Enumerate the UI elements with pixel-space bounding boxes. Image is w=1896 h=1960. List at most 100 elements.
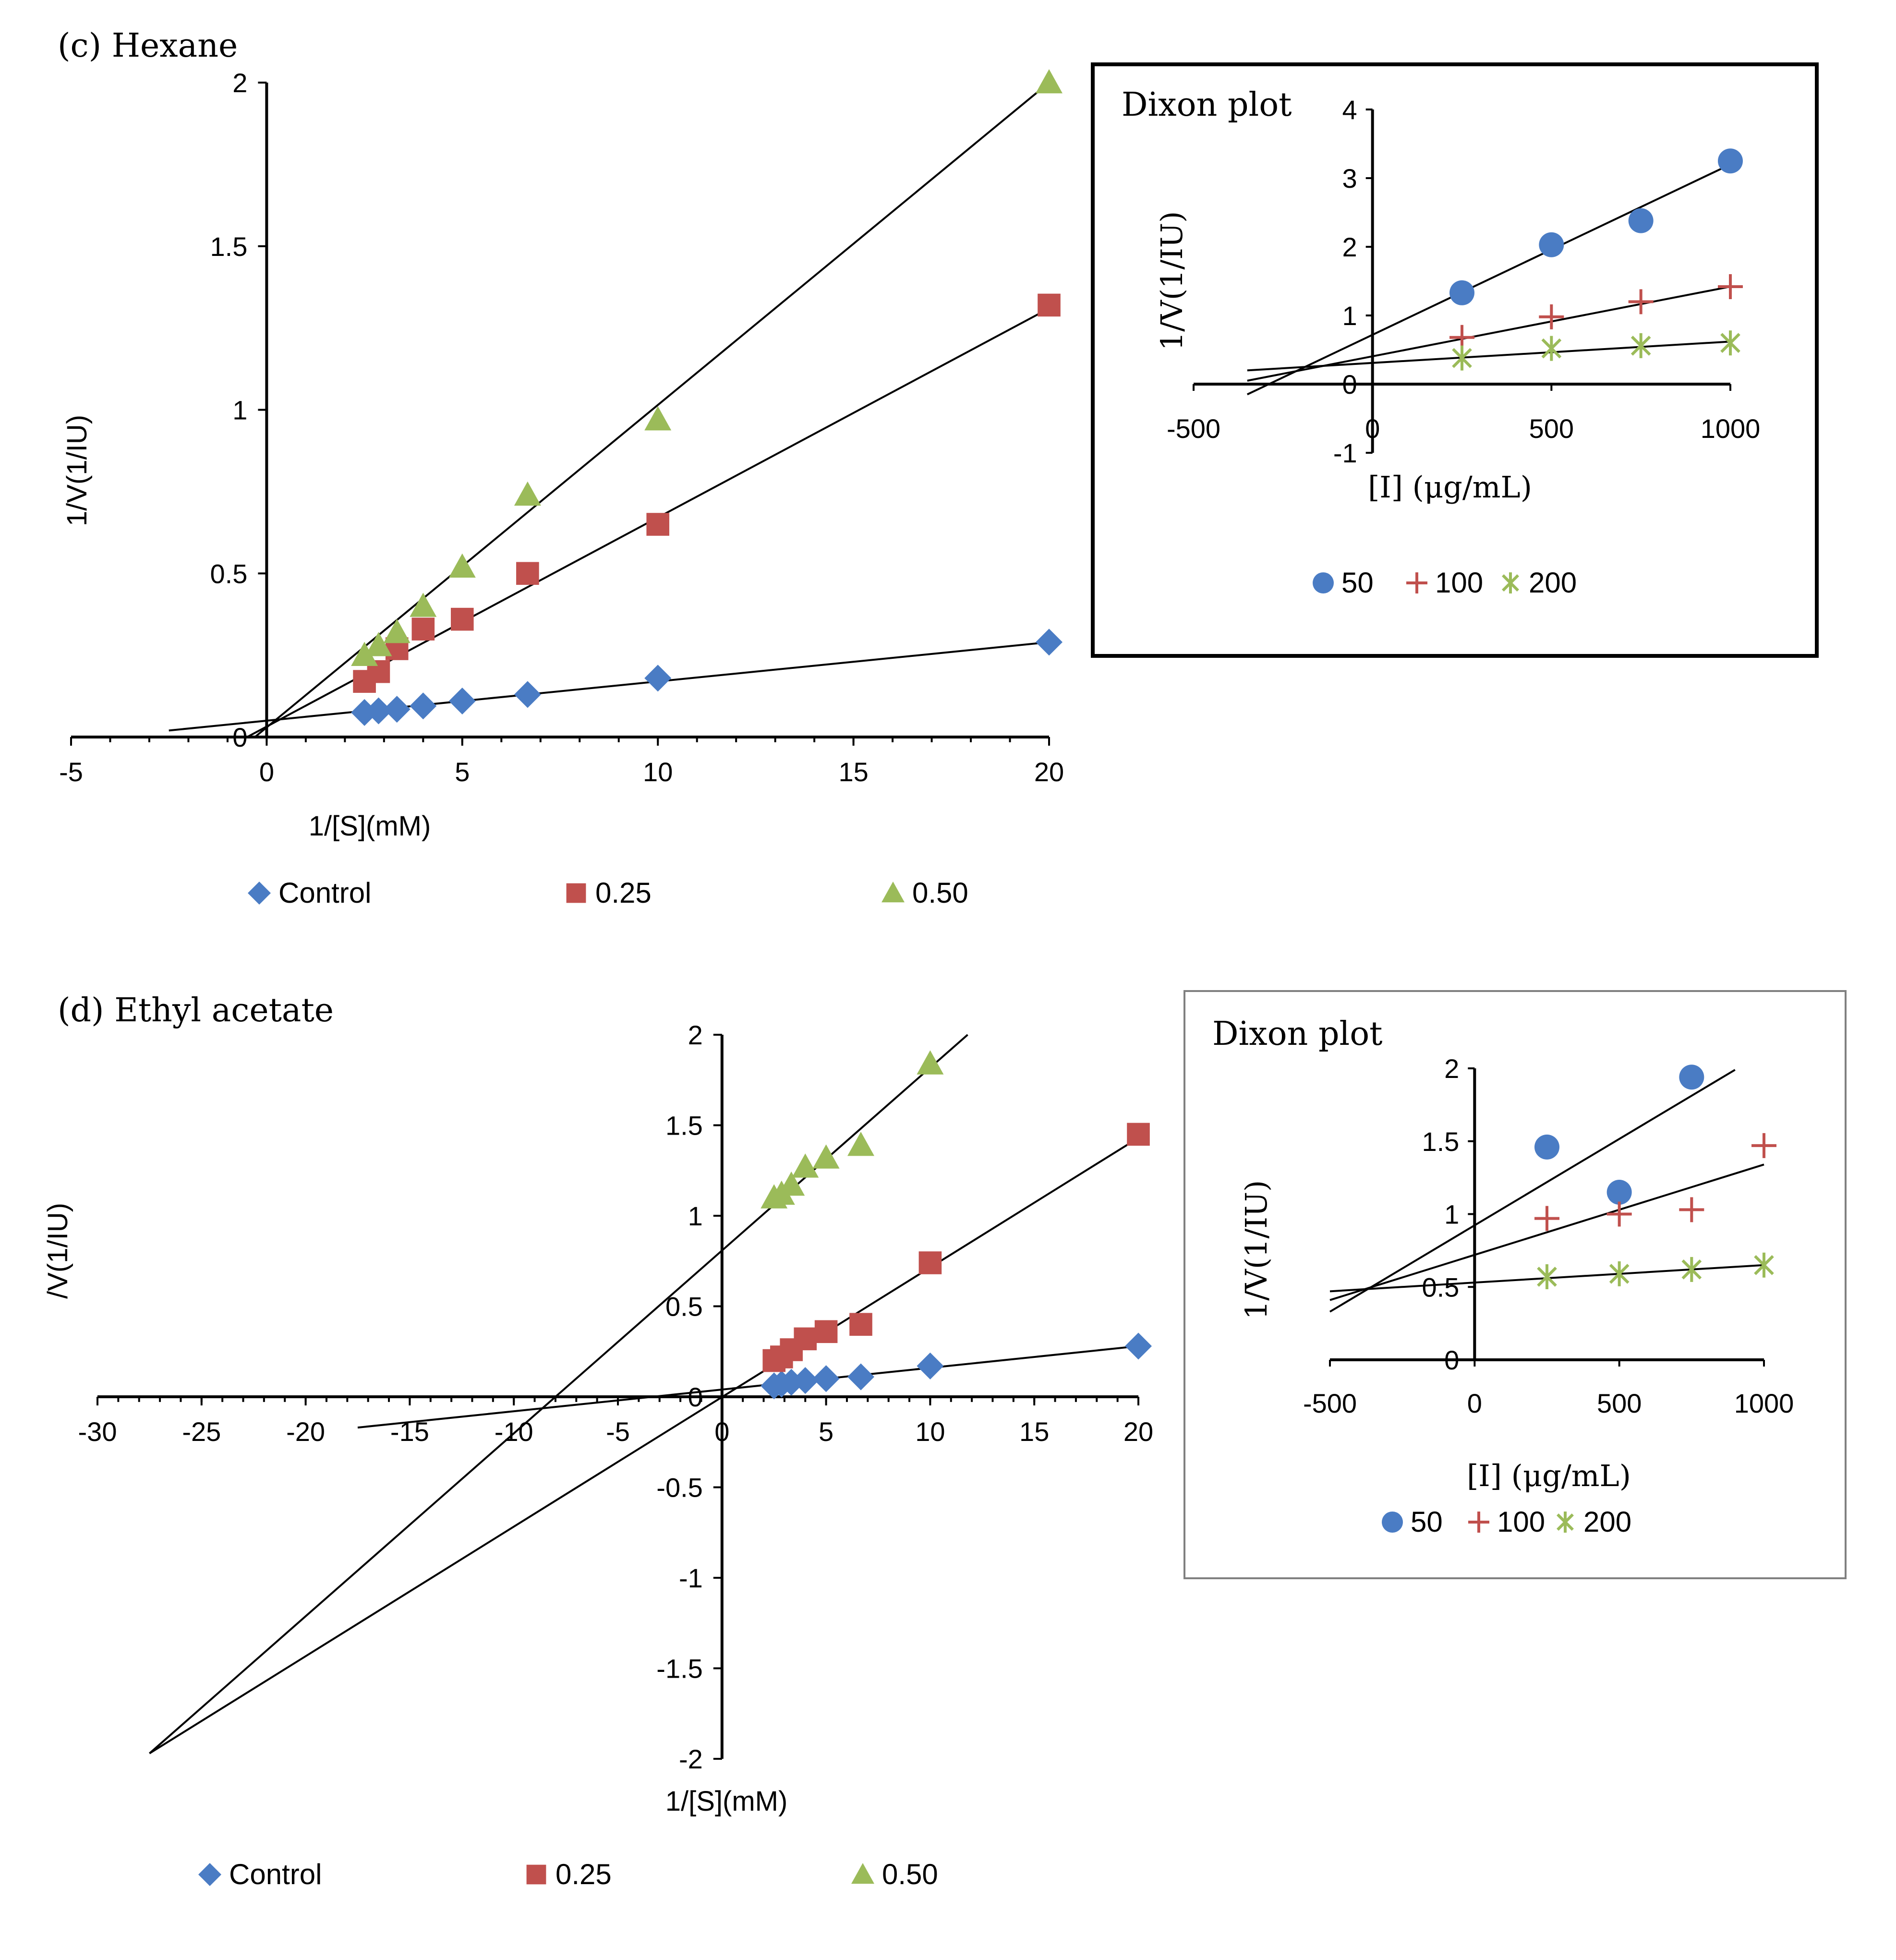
legend-marker-0-25 xyxy=(526,1864,546,1885)
point-50 xyxy=(1606,1179,1632,1205)
y-tick-label: 2 xyxy=(1444,1053,1459,1084)
point-0-50 xyxy=(514,481,541,506)
y-tick-label: -1.5 xyxy=(656,1654,703,1684)
point-50 xyxy=(1449,280,1474,305)
y-tick-label: 4 xyxy=(1342,95,1357,125)
x-tick-label: 0 xyxy=(1365,413,1380,444)
y-tick-label: 1 xyxy=(1444,1199,1459,1230)
point-0-25 xyxy=(516,562,539,585)
point-50 xyxy=(1628,208,1654,233)
fit-line-0-50 xyxy=(254,82,1050,738)
x-tick-label: 10 xyxy=(915,1416,945,1447)
point-50 xyxy=(1539,232,1564,257)
point-control xyxy=(410,692,437,720)
x-tick-label: 20 xyxy=(1034,757,1064,787)
x-axis-title-ethyl-acetate: 1/[S](mM) xyxy=(665,1786,788,1817)
x-tick-label: -10 xyxy=(495,1416,533,1447)
point-200 xyxy=(1681,1257,1702,1282)
point-0-50 xyxy=(351,641,378,666)
dixon-frame-ethyl-acetate xyxy=(1183,990,1847,1579)
y-tick-label: -1 xyxy=(679,1563,703,1593)
y-tick-label: 0 xyxy=(1342,369,1357,399)
legend-label: 100 xyxy=(1435,567,1483,599)
x-tick-label: -500 xyxy=(1167,413,1220,444)
x-axis-title-hexane: 1/[S](mM) xyxy=(309,811,431,842)
x-tick-label: 5 xyxy=(819,1416,833,1447)
legend-hexane-dixon: 50 100 200 xyxy=(1313,567,1577,599)
point-200 xyxy=(1452,345,1472,371)
x-tick-label: 5 xyxy=(455,757,470,787)
point-100 xyxy=(1534,1206,1559,1231)
y-tick-label: 0 xyxy=(688,1382,703,1412)
legend-ethyl-acetate: Control 0.25 0.50 xyxy=(198,1858,938,1890)
legend-ethyl-acetate-dixon: 50 100 200 xyxy=(1382,1506,1631,1538)
ethyl-acetate-dixon-chart: -500 0 500 1000 0 0.5 1 1.5 2 xyxy=(1303,1053,1794,1418)
legend-marker-control xyxy=(198,1863,221,1886)
point-50 xyxy=(1718,148,1743,174)
point-control xyxy=(448,688,476,715)
point-0-25 xyxy=(411,617,435,641)
dixon-frame-hexane xyxy=(1091,62,1819,658)
legend-label: 200 xyxy=(1583,1506,1631,1538)
legend-label: 0.25 xyxy=(595,877,652,909)
fit-line-200 xyxy=(1247,340,1731,372)
y-tick-label: 1.5 xyxy=(1422,1126,1459,1157)
point-100 xyxy=(1539,304,1564,329)
x-tick-label: -500 xyxy=(1303,1388,1357,1418)
x-tick-label: 0 xyxy=(1467,1388,1482,1418)
y-tick-label: 1.5 xyxy=(210,231,248,262)
point-control xyxy=(1036,629,1063,656)
legend-label: 200 xyxy=(1529,567,1577,599)
fit-line-50 xyxy=(1329,1069,1736,1313)
legend-label: 100 xyxy=(1497,1506,1545,1538)
x-tick-label: 500 xyxy=(1529,413,1574,444)
fit-line-control xyxy=(357,1345,1139,1429)
point-control xyxy=(917,1352,944,1379)
x-axis-title-ethyl-acetate-dixon: [I] (μg/mL) xyxy=(1467,1458,1631,1493)
fit-line-0-25 xyxy=(149,1137,1139,1754)
fit-line-control xyxy=(169,641,1050,732)
y-tick-label: -1 xyxy=(1333,438,1357,468)
point-100 xyxy=(1718,274,1743,299)
x-tick-label: 15 xyxy=(1019,1416,1049,1447)
dixon-title-ethyl-acetate: Dixon plot xyxy=(1212,1015,1383,1053)
point-0-25 xyxy=(1127,1123,1150,1146)
x-tick-label: -5 xyxy=(606,1416,630,1447)
y-tick-label: 2 xyxy=(232,68,247,98)
point-100 xyxy=(1751,1133,1776,1158)
y-tick-label: 0 xyxy=(1444,1345,1459,1375)
x-tick-label: 20 xyxy=(1123,1416,1153,1447)
x-tick-label: -20 xyxy=(286,1416,325,1447)
x-tick-label: 500 xyxy=(1597,1388,1642,1418)
point-100 xyxy=(1628,289,1654,315)
y-tick-label: 1 xyxy=(232,395,247,425)
legend-label: 50 xyxy=(1341,567,1374,599)
point-0-25 xyxy=(918,1251,942,1274)
point-200 xyxy=(1537,1264,1557,1289)
legend-label: Control xyxy=(278,877,371,909)
legend-label: Control xyxy=(229,1858,322,1890)
x-tick-label: -25 xyxy=(182,1416,221,1447)
legend-marker-50 xyxy=(1313,572,1334,593)
fit-line-50 xyxy=(1246,163,1731,396)
ethyl-acetate-chart: -30 -25 -20 -15 -10 -5 0 5 10 15 20 -2 -1.5 -1 -0.5 0 0.… xyxy=(78,1020,1154,1774)
x-tick-label: 1000 xyxy=(1701,413,1761,444)
point-200 xyxy=(1754,1252,1774,1278)
panel-label-hexane: (c) Hexane xyxy=(58,27,238,65)
legend-marker-0-50 xyxy=(882,882,905,903)
dixon-title-hexane: Dixon plot xyxy=(1122,86,1292,124)
x-tick-label: 0 xyxy=(714,1416,729,1447)
x-tick-label: 10 xyxy=(643,757,673,787)
point-100 xyxy=(1606,1201,1632,1227)
point-200 xyxy=(1609,1261,1630,1286)
y-axis-title-hexane-dixon: 1/V(1/IU) xyxy=(1154,211,1189,351)
point-control xyxy=(812,1365,840,1392)
y-tick-label: 2 xyxy=(1342,232,1357,262)
point-control xyxy=(514,681,541,708)
y-tick-label: -0.5 xyxy=(656,1473,703,1503)
x-tick-label: 1000 xyxy=(1734,1388,1794,1418)
point-control xyxy=(644,665,672,692)
y-tick-label: 0.5 xyxy=(210,558,248,589)
point-0-50 xyxy=(917,1050,944,1075)
